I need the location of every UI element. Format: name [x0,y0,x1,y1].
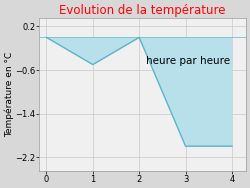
Text: heure par heure: heure par heure [146,56,230,66]
Title: Evolution de la température: Evolution de la température [60,4,226,17]
Y-axis label: Température en °C: Température en °C [4,52,14,137]
